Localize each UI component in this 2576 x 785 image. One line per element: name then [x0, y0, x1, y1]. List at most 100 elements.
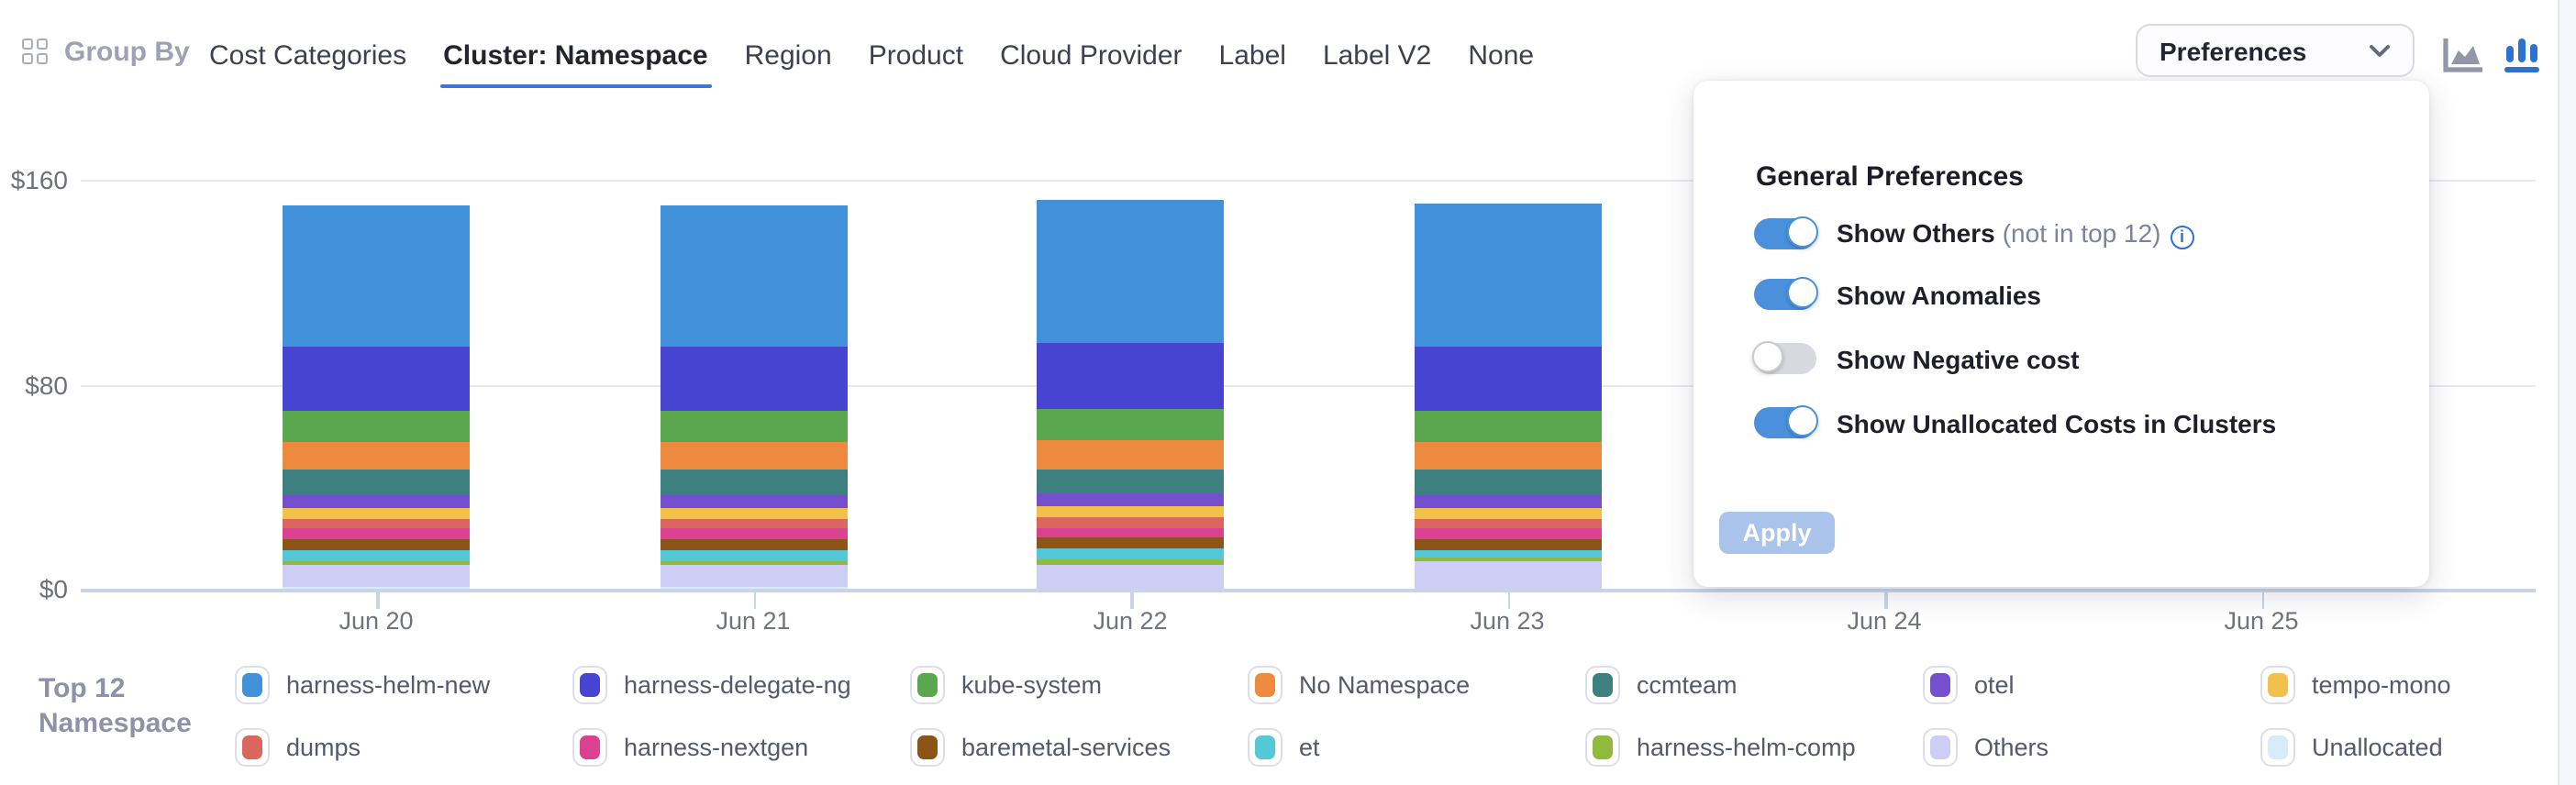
bar-segment-no-namespace[interactable] — [660, 441, 847, 470]
bar-segment-dumps[interactable] — [283, 518, 470, 529]
preference-row-show-anomalies: Show Anomalies — [1754, 277, 2041, 310]
apply-button[interactable]: Apply — [1719, 512, 1835, 554]
legend-item-harness-delegate-ng[interactable]: harness-delegate-ng — [572, 666, 851, 704]
legend-item-label: harness-helm-comp — [1637, 734, 1856, 761]
legend-item-harness-helm-new[interactable]: harness-helm-new — [235, 666, 490, 704]
bar-segment-otel[interactable] — [1414, 494, 1601, 509]
legend-item-et[interactable]: et — [1248, 728, 1320, 767]
preferences-panel-title: General Preferences — [1756, 161, 2024, 193]
x-axis-tick — [2261, 592, 2264, 609]
bar-segment-kube-system[interactable] — [660, 410, 847, 442]
tab-label-v2[interactable]: Label V2 — [1322, 40, 1432, 72]
bar-segment-tempo-mono[interactable] — [1037, 506, 1224, 518]
bar-segment-otel[interactable] — [283, 494, 470, 509]
bar-segment-kube-system[interactable] — [1037, 408, 1224, 441]
toggle-on[interactable] — [1754, 277, 1818, 310]
bar-segment-harness-delegate-ng[interactable] — [660, 346, 847, 411]
group-by-label-wrap: Group By — [22, 37, 190, 68]
legend-item-otel[interactable]: otel — [1923, 666, 2015, 704]
bar-segment-et[interactable] — [660, 550, 847, 561]
bar-segment-unallocated[interactable] — [660, 586, 847, 589]
bar-segment-harness-helm-comp[interactable] — [1037, 558, 1224, 565]
bar-segment-harness-helm-new[interactable] — [1037, 200, 1224, 344]
toggle-off[interactable] — [1752, 341, 1816, 374]
bar-segment-harness-nextgen[interactable] — [1414, 528, 1601, 539]
bar-segment-otel[interactable] — [1037, 492, 1224, 507]
legend-swatch — [235, 728, 270, 767]
bar-segment-harness-helm-comp[interactable] — [1414, 557, 1601, 562]
bar-segment-ccmteam[interactable] — [1037, 469, 1224, 493]
bar-segment-harness-delegate-ng[interactable] — [1414, 346, 1601, 411]
bar-segment-no-namespace[interactable] — [1037, 440, 1224, 470]
bar-segment-baremetal-services[interactable] — [283, 538, 470, 551]
bar-segment-others[interactable] — [283, 565, 470, 587]
bar-segment-tempo-mono[interactable] — [660, 508, 847, 519]
tab-product[interactable]: Product — [868, 40, 964, 72]
bar-segment-baremetal-services[interactable] — [1037, 537, 1224, 549]
bar-segment-dumps[interactable] — [660, 518, 847, 529]
tab-cluster-namespace[interactable]: Cluster: Namespace — [439, 40, 713, 88]
legend-item-no-namespace[interactable]: No Namespace — [1248, 666, 1470, 704]
bar-segment-no-namespace[interactable] — [283, 441, 470, 470]
bar-segment-harness-nextgen[interactable] — [283, 528, 470, 539]
bar-segment-otel[interactable] — [660, 494, 847, 509]
bar-segment-harness-helm-new[interactable] — [283, 205, 470, 347]
bar-segment-harness-nextgen[interactable] — [660, 528, 847, 539]
legend-title-line1: Top 12 — [39, 673, 126, 704]
legend-item-ccmteam[interactable]: ccmteam — [1585, 666, 1738, 704]
toggle-knob — [1752, 341, 1783, 372]
bar-segment-others[interactable] — [660, 565, 847, 587]
tab-region[interactable]: Region — [744, 40, 832, 72]
bar-segment-harness-helm-new[interactable] — [660, 205, 847, 347]
bar-segment-dumps[interactable] — [1037, 517, 1224, 528]
legend-item-unallocated[interactable]: Unallocated — [2260, 728, 2443, 767]
legend-title-line2: Namespace — [39, 708, 192, 739]
bar-segment-ccmteam[interactable] — [1414, 470, 1601, 494]
bar-segment-others[interactable] — [1414, 561, 1601, 589]
toggle-on[interactable] — [1754, 216, 1818, 249]
tab-cloud-provider[interactable]: Cloud Provider — [1000, 40, 1183, 72]
bar-segment-ccmteam[interactable] — [660, 470, 847, 495]
bar-segment-tempo-mono[interactable] — [283, 508, 470, 519]
preferences-dropdown-button[interactable]: Preferences — [2136, 24, 2415, 77]
bar-segment-unallocated[interactable] — [283, 586, 470, 589]
legend-item-others[interactable]: Others — [1923, 728, 2049, 767]
legend-swatch-color — [1593, 735, 1613, 759]
bar-segment-harness-delegate-ng[interactable] — [283, 346, 470, 411]
bar-segment-kube-system[interactable] — [283, 410, 470, 442]
tab-none[interactable]: None — [1468, 40, 1535, 72]
legend-item-harness-nextgen[interactable]: harness-nextgen — [572, 728, 808, 767]
info-icon[interactable]: i — [2170, 225, 2194, 249]
bar-segment-harness-helm-new[interactable] — [1414, 204, 1601, 347]
bar-segment-baremetal-services[interactable] — [1414, 538, 1601, 551]
legend-item-harness-helm-comp[interactable]: harness-helm-comp — [1585, 728, 1856, 767]
bar-segment-et[interactable] — [283, 550, 470, 561]
bar-segment-kube-system[interactable] — [1414, 410, 1601, 442]
bar-segment-no-namespace[interactable] — [1414, 441, 1601, 470]
chevron-down-icon — [2370, 44, 2390, 56]
bar-segment-harness-helm-comp[interactable] — [660, 560, 847, 566]
bar-segment-baremetal-services[interactable] — [660, 538, 847, 551]
legend-item-tempo-mono[interactable]: tempo-mono — [2260, 666, 2451, 704]
bar-segment-harness-helm-comp[interactable] — [283, 560, 470, 566]
tab-label[interactable]: Label — [1218, 40, 1286, 72]
bar-segment-et[interactable] — [1037, 548, 1224, 559]
preferences-panel: General Preferences Show Others (not in t… — [1693, 81, 2429, 587]
legend-swatch-color — [1255, 673, 1275, 697]
bar-segment-dumps[interactable] — [1414, 518, 1601, 529]
tab-cost-categories[interactable]: Cost Categories — [209, 40, 407, 72]
toggle-on[interactable] — [1754, 405, 1818, 438]
legend-item-kube-system[interactable]: kube-system — [910, 666, 1102, 704]
bar-segment-harness-delegate-ng[interactable] — [1037, 343, 1224, 409]
bar-segment-harness-nextgen[interactable] — [1037, 527, 1224, 538]
bar-segment-et[interactable] — [1414, 550, 1601, 558]
gridline-160 — [81, 180, 2536, 182]
legend-item-dumps[interactable]: dumps — [235, 728, 361, 767]
bar-segment-tempo-mono[interactable] — [1414, 508, 1601, 519]
bar-segment-ccmteam[interactable] — [283, 470, 470, 495]
bar-segment-others[interactable] — [1037, 564, 1224, 589]
area-chart-icon[interactable] — [2442, 37, 2484, 73]
legend-item-baremetal-services[interactable]: baremetal-services — [910, 728, 1171, 767]
bar-chart-icon[interactable] — [2503, 37, 2541, 73]
